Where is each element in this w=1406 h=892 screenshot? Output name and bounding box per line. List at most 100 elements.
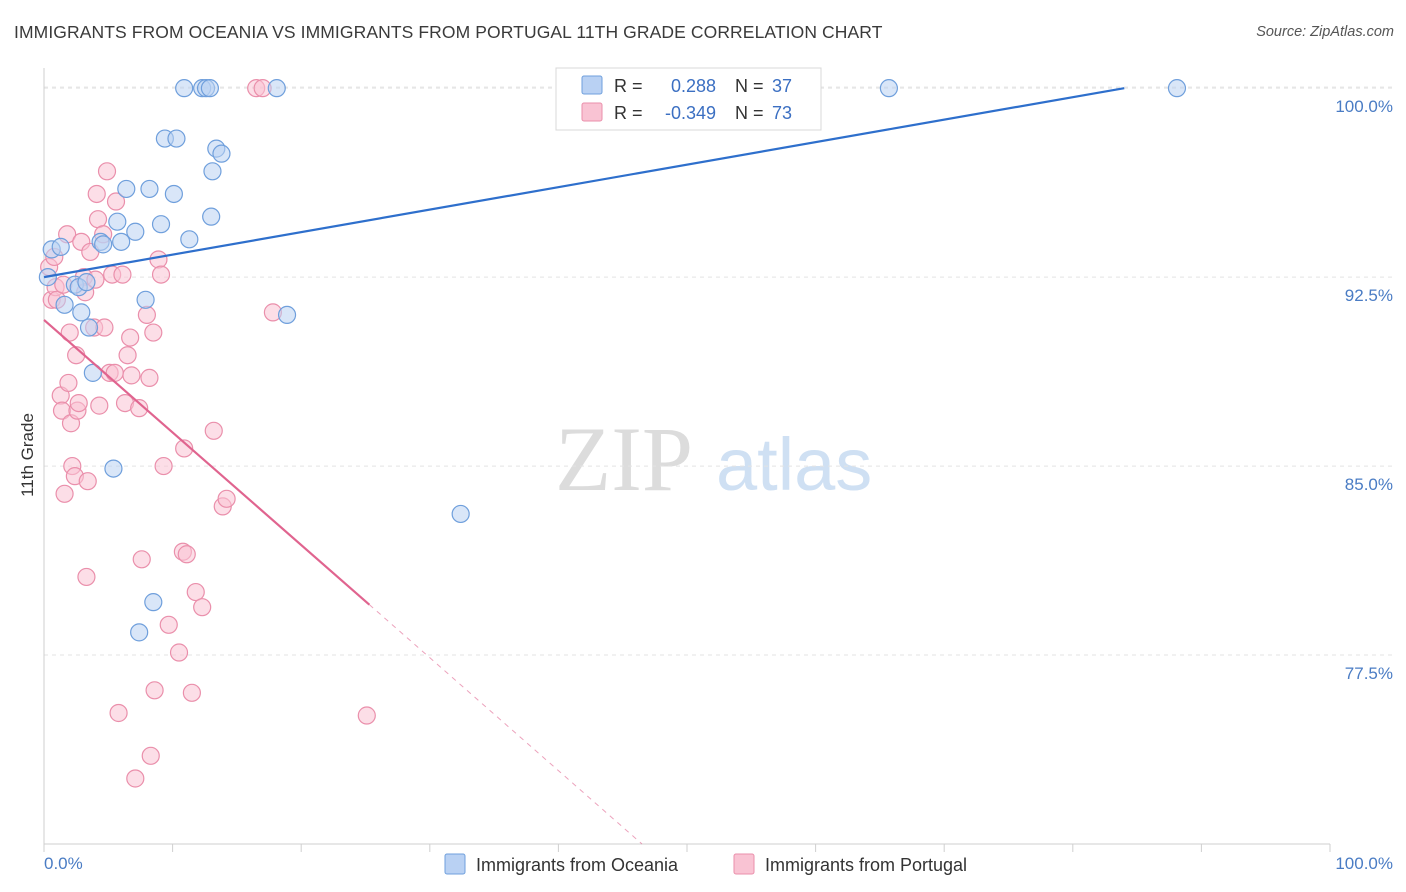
x-tick-label-min: 0.0% [44, 854, 83, 873]
portugal-point [78, 472, 97, 491]
trendlines [43, 87, 1125, 845]
portugal-point [204, 421, 223, 440]
oceania-point [200, 79, 219, 98]
bottom-legend-swatch-oceania [444, 853, 466, 875]
oceania-point [203, 162, 222, 181]
y-axis-tick-labels: 77.5% 85.0% 92.5% 100.0% [1335, 97, 1393, 683]
portugal-point [145, 681, 164, 700]
y-tick-label: 92.5% [1345, 286, 1393, 305]
portugal-point [154, 456, 173, 476]
oceania-point [79, 318, 99, 337]
y-tick-label: 85.0% [1345, 475, 1393, 494]
legend-n-value-oceania: 37 [772, 76, 792, 96]
x-tick-label-max: 100.0% [1335, 854, 1393, 873]
legend-r-label-oceania: R = [614, 76, 643, 96]
portugal-point [87, 184, 106, 204]
oceania-point [108, 212, 127, 231]
oceania-point [1167, 79, 1187, 98]
oceania-point [151, 215, 171, 234]
y-tick-label: 77.5% [1345, 664, 1393, 683]
series-oceania-points [38, 79, 1187, 642]
portugal-point [55, 484, 74, 503]
legend-r-value-portugal: -0.349 [665, 103, 716, 123]
trendline-portugal-extension [369, 604, 643, 845]
portugal-point [97, 162, 117, 181]
oceania-point [104, 459, 123, 478]
portugal-point [177, 545, 196, 564]
y-axis-title: 11th Grade [18, 413, 37, 497]
oceania-point [202, 207, 221, 226]
stats-legend: R = 0.288 N = 37 R = -0.349 N = 73 [555, 67, 822, 131]
legend-r-label-portugal: R = [614, 103, 643, 123]
oceania-point [879, 79, 899, 98]
portugal-point [122, 366, 141, 385]
gridlines [44, 86, 1394, 656]
legend-swatch-oceania [581, 75, 603, 95]
portugal-point [69, 393, 88, 413]
legend-r-value-oceania: 0.288 [671, 76, 716, 96]
portugal-point [95, 318, 114, 337]
portugal-point [90, 396, 109, 415]
bottom-legend-label-oceania: Immigrants from Oceania [476, 855, 679, 875]
portugal-point [130, 399, 149, 418]
oceania-point [277, 305, 297, 325]
oceania-point [83, 363, 102, 382]
portugal-point [169, 643, 189, 662]
trendline-oceania [43, 87, 1125, 279]
portugal-point [88, 210, 108, 229]
portugal-point [175, 439, 194, 458]
oceania-point [136, 290, 155, 309]
portugal-point [105, 363, 124, 382]
portugal-point [186, 582, 205, 602]
oceania-point [167, 129, 186, 148]
x-axis-ticks [43, 844, 1331, 852]
portugal-point [109, 703, 128, 723]
portugal-point [357, 706, 376, 725]
oceania-point [51, 237, 70, 256]
portugal-point [217, 489, 236, 508]
portugal-point [182, 683, 201, 702]
watermark-zip: ZIP [555, 408, 693, 510]
watermark-atlas: atlas [716, 423, 872, 506]
portugal-point [141, 746, 160, 765]
portugal-point [159, 615, 178, 634]
legend-swatch-portugal [581, 102, 603, 122]
portugal-point [193, 598, 212, 617]
trendline-portugal [43, 319, 371, 606]
legend-n-value-portugal: 73 [772, 103, 792, 123]
portugal-point [113, 265, 132, 284]
oceania-point [72, 303, 91, 322]
source-label: Source: ZipAtlas.com [1256, 24, 1394, 40]
portugal-point [118, 346, 137, 365]
y-tick-label: 100.0% [1335, 97, 1393, 116]
series-portugal-points [40, 79, 376, 788]
portugal-point [144, 323, 163, 342]
oceania-point [175, 79, 194, 98]
oceania-point [117, 179, 136, 199]
oceania-point [140, 179, 159, 199]
oceania-point [130, 623, 149, 642]
legend-n-label-portugal: N = [735, 103, 764, 123]
chart-title: IMMIGRANTS FROM OCEANIA VS IMMIGRANTS FR… [14, 22, 883, 42]
oceania-point [212, 144, 231, 163]
oceania-point [126, 222, 145, 241]
oceania-point [451, 504, 470, 524]
oceania-point [144, 593, 163, 612]
portugal-point [106, 192, 126, 211]
portugal-point [126, 769, 145, 788]
portugal-point [59, 373, 78, 393]
portugal-point [121, 328, 140, 347]
portugal-point [151, 265, 171, 284]
oceania-point [112, 232, 131, 251]
oceania-point [164, 184, 183, 204]
portugal-point [140, 368, 159, 387]
oceania-point [77, 273, 96, 292]
legend-n-label-oceania: N = [735, 76, 764, 96]
portugal-point [137, 305, 156, 325]
oceania-point [267, 79, 286, 98]
oceania-point [94, 235, 113, 254]
oceania-point [180, 230, 199, 249]
portugal-point [149, 250, 168, 269]
portugal-point [77, 567, 96, 587]
